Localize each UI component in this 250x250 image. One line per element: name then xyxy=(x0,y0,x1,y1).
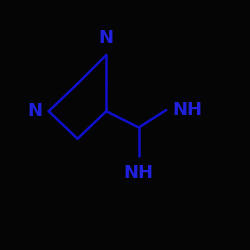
Text: NH: NH xyxy=(124,164,154,182)
Text: N: N xyxy=(99,29,114,47)
Text: NH: NH xyxy=(172,101,203,119)
Text: N: N xyxy=(28,102,42,120)
